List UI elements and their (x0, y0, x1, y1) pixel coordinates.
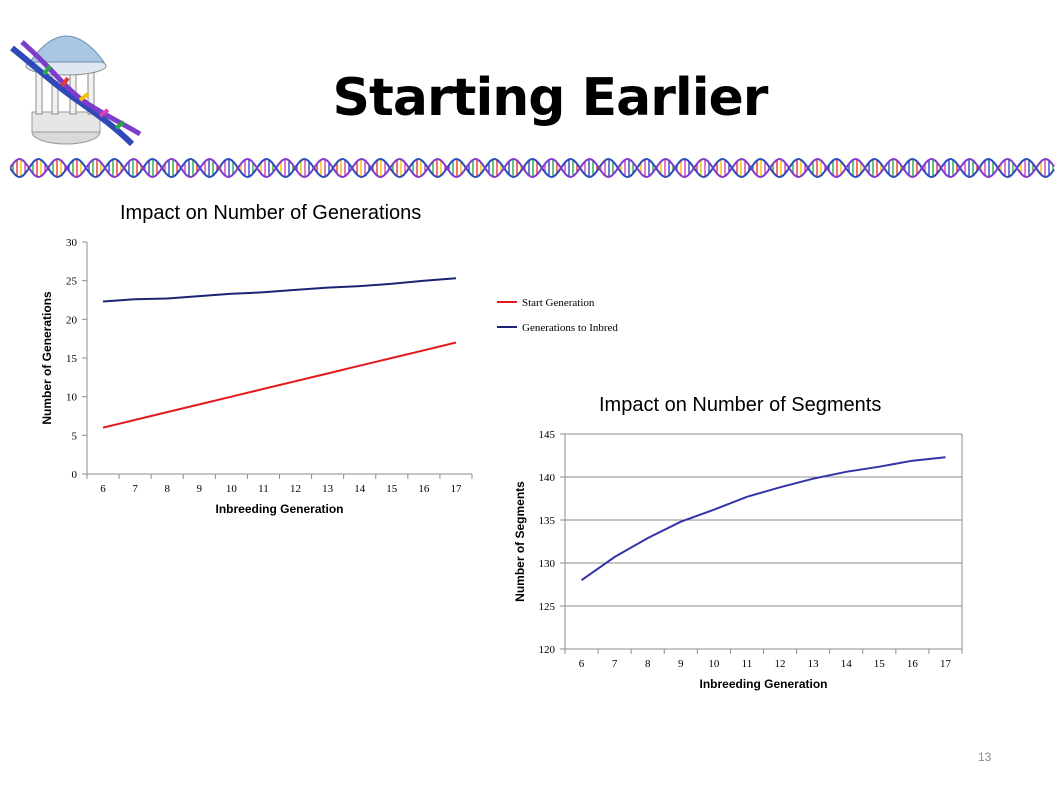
x-tick-label: 9 (678, 658, 684, 670)
series-line-segments (580, 456, 946, 582)
x-tick-label: 16 (418, 483, 430, 495)
x-axis-label: Inbreeding Generation (215, 502, 343, 516)
y-tick-label: 120 (539, 644, 556, 656)
chart2-title: Impact on Number of Segments (599, 394, 882, 416)
page-number: 13 (978, 750, 992, 764)
x-tick-label: 10 (226, 483, 238, 495)
dna-backbone (9, 157, 1055, 179)
x-tick-label: 15 (874, 658, 886, 670)
x-tick-label: 12 (775, 658, 786, 670)
x-tick-label: 6 (100, 483, 106, 495)
x-tick-label: 8 (645, 658, 651, 670)
legend-label: Generations to Inbred (522, 322, 618, 334)
x-tick-label: 17 (450, 483, 462, 495)
y-tick-label: 145 (539, 429, 556, 441)
x-tick-label: 15 (386, 483, 398, 495)
x-axis-label: Inbreeding Generation (699, 677, 827, 691)
dna-backbone (9, 157, 1055, 179)
y-tick-label: 30 (66, 237, 78, 249)
x-tick-label: 17 (940, 658, 952, 670)
x-tick-label: 7 (132, 483, 138, 495)
y-tick-label: 140 (539, 472, 556, 484)
y-tick-label: 15 (66, 353, 78, 365)
y-tick-label: 10 (66, 392, 78, 404)
series-line-start-generation (102, 341, 457, 429)
x-tick-label: 7 (612, 658, 618, 670)
y-tick-label: 130 (539, 558, 556, 570)
y-axis-label: Number of Generations (40, 291, 54, 425)
x-tick-label: 16 (907, 658, 919, 670)
y-axis-label: Number of Segments (513, 481, 527, 602)
old-well-dna-logo (4, 14, 144, 154)
y-tick-label: 0 (72, 469, 78, 481)
x-tick-label: 8 (164, 483, 170, 495)
dna-strand-divider (9, 155, 1055, 181)
x-tick-label: 11 (742, 658, 753, 670)
old-well-logo-graphic (10, 35, 142, 147)
x-tick-label: 12 (290, 483, 301, 495)
x-tick-label: 13 (322, 483, 334, 495)
y-tick-label: 20 (66, 314, 78, 326)
y-tick-label: 125 (539, 601, 556, 613)
x-tick-label: 11 (258, 483, 269, 495)
x-tick-label: 6 (579, 658, 585, 670)
legend-label: Start Generation (522, 297, 595, 309)
x-tick-label: 9 (197, 483, 203, 495)
y-tick-label: 135 (539, 515, 556, 527)
x-tick-label: 13 (808, 658, 820, 670)
dna-strand-graphic (9, 157, 1055, 179)
x-tick-label: 10 (708, 658, 720, 670)
y-tick-label: 25 (66, 276, 78, 288)
y-tick-label: 5 (72, 430, 78, 442)
slide-title: Starting Earlier (332, 68, 769, 128)
x-tick-label: 14 (841, 658, 853, 670)
x-tick-label: 14 (354, 483, 366, 495)
series-line-generations-to-inbred (102, 277, 457, 303)
chart1-title: Impact on Number of Generations (120, 202, 422, 224)
